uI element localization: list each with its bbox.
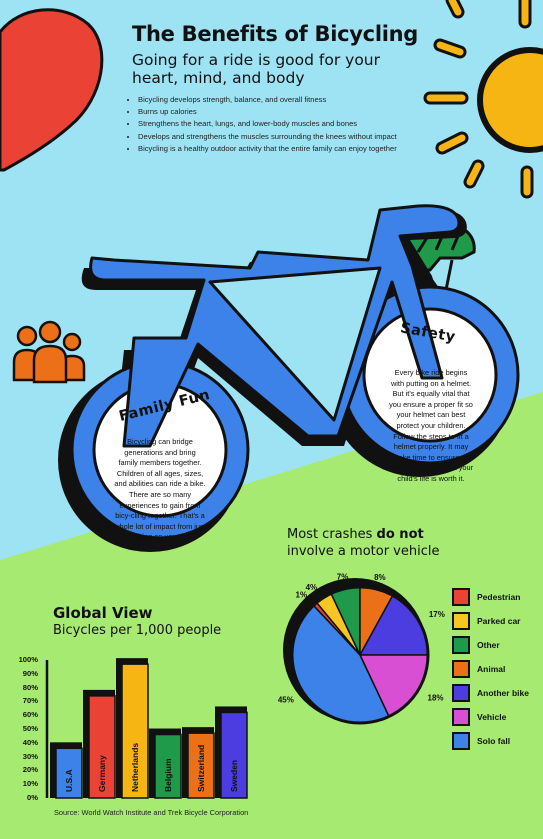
- y-tick-label: 0%: [27, 793, 38, 802]
- legend-swatch: [452, 636, 470, 654]
- y-tick-label: 20%: [22, 765, 38, 775]
- y-tick-label: 50%: [22, 724, 38, 733]
- benefit-item: Bicycling is a healthy outdoor activity …: [138, 143, 438, 155]
- bar-category-label: U.S.A: [64, 769, 74, 792]
- legend-item: Animal: [452, 657, 529, 681]
- legend-label: Solo fall: [477, 736, 511, 746]
- pie-value-label: 18%: [428, 693, 444, 702]
- bar: [55, 747, 83, 799]
- global-view-title: Global View: [53, 604, 153, 622]
- legend-swatch: [452, 612, 470, 630]
- y-tick-label: 30%: [22, 751, 38, 761]
- legend-item: Pedestrian: [452, 585, 529, 609]
- pie-value-label: 8%: [374, 573, 386, 582]
- legend-item: Other: [452, 633, 529, 657]
- bar: [187, 732, 215, 799]
- pie-value-label: 17%: [429, 610, 445, 619]
- bike-illustration: [70, 204, 520, 540]
- bar-category-label: Sweden: [229, 760, 239, 792]
- family-fun-text: Bicycling can bridge generations and bri…: [114, 437, 206, 542]
- pie-chart: 1%4% 7% 8% 17% 18% 45%: [278, 572, 445, 725]
- y-tick-label: 10%: [22, 779, 38, 789]
- legend-label: Parked car: [477, 616, 521, 626]
- crashes-title-emphasis: do not: [376, 527, 424, 542]
- y-tick-label: 80%: [22, 682, 38, 692]
- bar-category-label: Germany: [97, 755, 107, 792]
- pie-outline: [290, 585, 430, 725]
- legend-swatch: [452, 684, 470, 702]
- legend-item: Parked car: [452, 609, 529, 633]
- benefit-item: Develops and strengthens the muscles sur…: [138, 131, 438, 143]
- pie-value-label: 7%: [337, 572, 349, 581]
- source-note: Source: World Watch Institute and Trek B…: [54, 808, 249, 817]
- legend-label: Another bike: [477, 688, 529, 698]
- sun-icon: [423, 0, 543, 199]
- bar-category-label: Switzerland: [196, 745, 206, 792]
- crashes-title-suffix: involve a motor vehicle: [287, 544, 440, 559]
- bar-category-label: Netherlands: [130, 743, 140, 792]
- benefits-list: Bicycling develops strength, balance, an…: [126, 94, 438, 155]
- y-tick-label: 70%: [22, 696, 38, 706]
- legend-item: Another bike: [452, 681, 529, 705]
- crashes-title-prefix: Most crashes: [287, 527, 377, 542]
- bar: [154, 733, 182, 799]
- global-view-subtitle: Bicycles per 1,000 people: [53, 623, 222, 638]
- bar-chart: U.S.A Germany Netherlands Belgium Switzerlan…: [45, 658, 248, 799]
- benefit-item: Burns up calories: [138, 106, 438, 118]
- family-people-icon: [12, 320, 86, 384]
- benefit-item: Strengthens the heart, lungs, and lower-…: [138, 118, 438, 130]
- pie-value-label: 1%: [296, 590, 308, 599]
- legend-swatch: [452, 732, 470, 750]
- pie-value-label: 4%: [306, 583, 318, 592]
- y-tick-label: 60%: [22, 710, 38, 720]
- legend-swatch: [452, 588, 470, 606]
- page-title: The Benefits of Bicycling: [132, 22, 418, 46]
- y-tick-label: 40%: [22, 737, 38, 747]
- bar-category-label: Belgium: [163, 758, 173, 792]
- legend-label: Vehicle: [477, 712, 507, 722]
- legend-swatch: [452, 660, 470, 678]
- bar: [220, 711, 248, 799]
- legend-item: Solo fall: [452, 729, 529, 753]
- safety-text: Every bike ride begins with putting on a…: [388, 368, 474, 483]
- heart-icon: [0, 8, 104, 172]
- pie-legend: Pedestrian Parked car Other Animal Another b…: [452, 585, 529, 753]
- bar: [121, 663, 149, 799]
- legend-label: Animal: [477, 664, 506, 674]
- page-subtitle: Going for a ride is good for your heart,…: [132, 51, 381, 87]
- pie-value-label: 45%: [278, 695, 294, 704]
- benefit-item: Bicycling develops strength, balance, an…: [138, 94, 438, 106]
- y-tick-label: 100%: [18, 655, 38, 664]
- legend-item: Vehicle: [452, 705, 529, 729]
- y-tick-label: 90%: [22, 668, 38, 678]
- legend-label: Pedestrian: [477, 592, 521, 602]
- legend-label: Other: [477, 640, 500, 650]
- legend-swatch: [452, 708, 470, 726]
- bar: [88, 695, 116, 799]
- crashes-title: Most crashes do not involve a motor vehic…: [287, 526, 517, 560]
